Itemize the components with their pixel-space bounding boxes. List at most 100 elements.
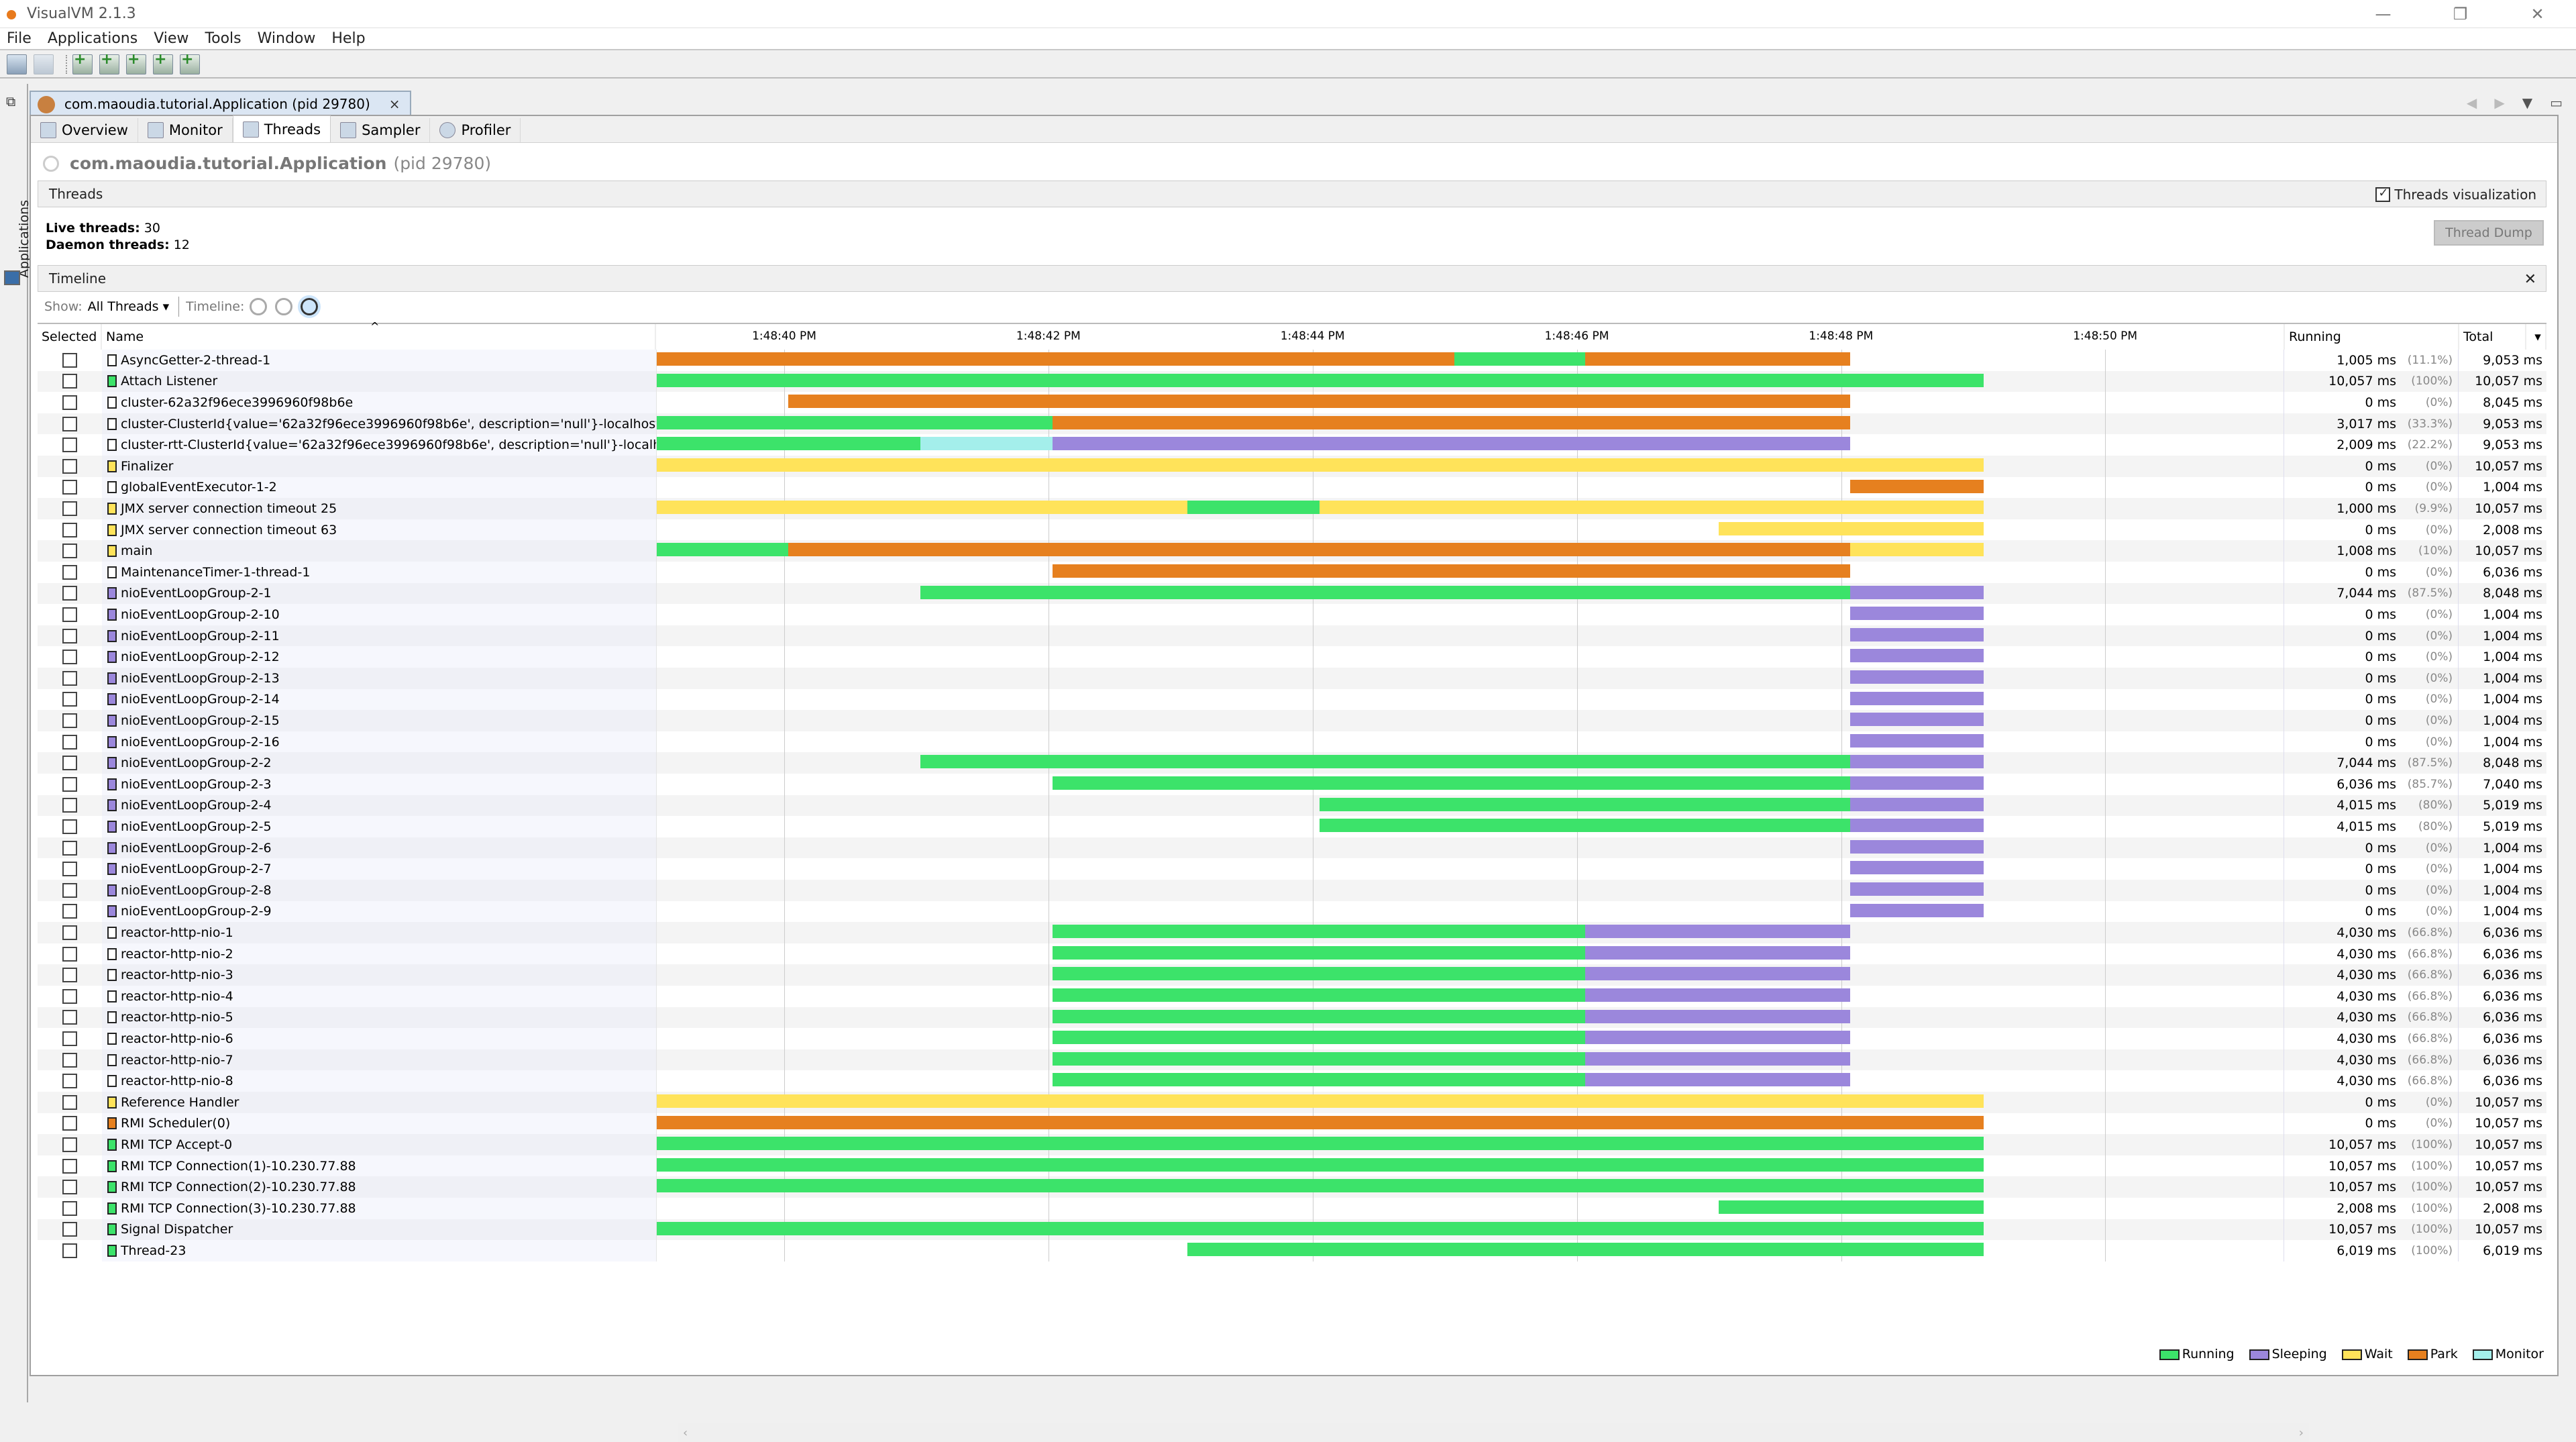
zoom-in-icon[interactable] [250,298,268,315]
menu-tools[interactable]: Tools [205,30,241,47]
select-checkbox[interactable] [62,776,77,792]
col-timeline[interactable]: 1:48:40 PM 1:48:42 PM 1:48:44 PM 1:48:46 PM… [656,324,2285,350]
select-checkbox[interactable] [62,882,77,898]
column-chooser-icon[interactable]: ▾ [2526,324,2546,350]
fit-to-window-icon[interactable] [298,295,321,318]
minimize-button[interactable]: — [2375,5,2392,23]
table-row[interactable]: reactor-http-nio-8 4,030 ms (66.8%) 6,036… [38,1070,2546,1092]
add-heap-dump-icon[interactable] [153,51,173,74]
select-checkbox[interactable] [62,1074,77,1089]
select-checkbox[interactable] [62,819,77,834]
menu-help[interactable]: Help [331,30,366,47]
select-checkbox[interactable] [62,437,77,453]
tab-threads[interactable]: Threads [232,115,331,142]
scroll-right-icon[interactable]: ▶ [2494,95,2505,111]
close-timeline-icon[interactable]: ✕ [2524,270,2536,288]
menu-window[interactable]: Window [257,30,316,47]
restore-button[interactable]: ❐ [2453,5,2468,23]
select-checkbox[interactable] [62,862,77,877]
select-checkbox[interactable] [62,904,77,919]
add-snapshot-icon[interactable] [180,51,200,74]
maximize-icon[interactable]: ▭ [2550,95,2563,111]
table-row[interactable]: RMI TCP Connection(3)-10.230.77.88 2,008… [38,1198,2546,1219]
select-checkbox[interactable] [62,628,77,643]
table-row[interactable]: nioEventLoopGroup-2-15 0 ms (0%) 1,004 ms [38,710,2546,731]
select-checkbox[interactable] [62,586,77,601]
horizontal-scrollbar[interactable]: ‹ › [678,1423,2309,1442]
scroll-left-arrow-icon[interactable]: ‹ [683,1425,688,1440]
table-row[interactable]: reactor-http-nio-5 4,030 ms (66.8%) 6,036… [38,1007,2546,1029]
select-checkbox[interactable] [62,1010,77,1025]
select-checkbox[interactable] [62,692,77,707]
table-row[interactable]: reactor-http-nio-2 4,030 ms (66.8%) 6,036… [38,943,2546,965]
table-row[interactable]: reactor-http-nio-3 4,030 ms (66.8%) 6,036… [38,964,2546,986]
table-row[interactable]: nioEventLoopGroup-2-6 0 ms (0%) 1,004 ms [38,837,2546,859]
close-window-button[interactable]: ✕ [2530,5,2544,23]
select-checkbox[interactable] [62,1031,77,1046]
select-checkbox[interactable] [62,501,77,516]
menu-file[interactable]: File [7,30,32,47]
table-row[interactable]: cluster-ClusterId{value='62a32f96ece3996… [38,413,2546,435]
table-row[interactable]: cluster-rtt-ClusterId{value='62a32f96ece… [38,434,2546,456]
select-checkbox[interactable] [62,522,77,537]
select-checkbox[interactable] [62,1052,77,1068]
table-row[interactable]: nioEventLoopGroup-2-10 0 ms (0%) 1,004 ms [38,604,2546,625]
tab-overview[interactable]: Overview [31,118,138,142]
select-checkbox[interactable] [62,988,77,1004]
zoom-out-icon[interactable] [275,298,293,315]
select-checkbox[interactable] [62,1222,77,1237]
select-checkbox[interactable] [62,946,77,962]
table-row[interactable]: RMI TCP Connection(2)-10.230.77.88 10,05… [38,1176,2546,1198]
table-row[interactable]: cluster-62a32f96ece3996960f98b6e 0 ms (0%… [38,392,2546,413]
table-row[interactable]: AsyncGetter-2-thread-1 1,005 ms (11.1%) 9… [38,350,2546,371]
scroll-right-arrow-icon[interactable]: › [2298,1425,2304,1440]
table-row[interactable]: reactor-http-nio-7 4,030 ms (66.8%) 6,036… [38,1049,2546,1071]
open-icon[interactable] [7,54,27,74]
table-row[interactable]: nioEventLoopGroup-2-11 0 ms (0%) 1,004 ms [38,625,2546,647]
select-checkbox[interactable] [62,1180,77,1195]
tab-profiler[interactable]: Profiler [430,118,521,142]
table-row[interactable]: nioEventLoopGroup-2-5 4,015 ms (80%) 5,01… [38,816,2546,837]
tab-monitor[interactable]: Monitor [138,118,233,142]
select-checkbox[interactable] [62,352,77,368]
select-checkbox[interactable] [62,480,77,495]
col-total[interactable]: Total [2459,324,2526,350]
select-checkbox[interactable] [62,1137,77,1152]
select-checkbox[interactable] [62,713,77,728]
select-checkbox[interactable] [62,756,77,771]
select-checkbox[interactable] [62,1094,77,1110]
select-checkbox[interactable] [62,670,77,686]
restore-window-group-icon[interactable]: ⧉ [6,93,16,109]
select-checkbox[interactable] [62,1116,77,1131]
scroll-left-icon[interactable]: ◀ [2466,95,2477,111]
select-checkbox[interactable] [62,564,77,580]
select-checkbox[interactable] [62,840,77,856]
close-tab-icon[interactable]: × [388,96,400,112]
tab-sampler[interactable]: Sampler [331,118,431,142]
table-row[interactable]: RMI TCP Connection(1)-10.230.77.88 10,05… [38,1155,2546,1177]
select-checkbox[interactable] [62,798,77,813]
select-checkbox[interactable] [62,395,77,410]
table-row[interactable]: Finalizer 0 ms (0%) 10,057 ms [38,456,2546,477]
thread-dump-button[interactable]: Thread Dump [2434,220,2544,246]
select-checkbox[interactable] [62,374,77,389]
table-row[interactable]: RMI TCP Accept-0 10,057 ms (100%) 10,057 … [38,1134,2546,1155]
host-icon[interactable] [4,270,20,285]
col-name[interactable]: Name ^ [102,320,656,350]
add-jmx-connection-icon[interactable] [99,51,119,74]
table-row[interactable]: nioEventLoopGroup-2-14 0 ms (0%) 1,004 ms [38,688,2546,711]
table-row[interactable]: nioEventLoopGroup-2-1 7,044 ms (87.5%) 8,… [38,582,2546,605]
col-running[interactable]: Running [2285,324,2459,350]
select-checkbox[interactable] [62,544,77,559]
table-row[interactable]: nioEventLoopGroup-2-7 0 ms (0%) 1,004 ms [38,858,2546,880]
menu-applications[interactable]: Applications [47,30,138,47]
table-row[interactable]: nioEventLoopGroup-2-9 0 ms (0%) 1,004 ms [38,900,2546,923]
select-checkbox[interactable] [62,458,77,474]
table-row[interactable]: nioEventLoopGroup-2-13 0 ms (0%) 1,004 ms [38,668,2546,689]
select-checkbox[interactable] [62,650,77,665]
table-row[interactable]: RMI Scheduler(0) 0 ms (0%) 10,057 ms [38,1113,2546,1135]
table-row[interactable]: nioEventLoopGroup-2-8 0 ms (0%) 1,004 ms [38,880,2546,901]
select-checkbox[interactable] [62,1243,77,1258]
table-row[interactable]: nioEventLoopGroup-2-12 0 ms (0%) 1,004 ms [38,646,2546,668]
table-row[interactable]: MaintenanceTimer-1-thread-1 0 ms (0%) 6,0… [38,562,2546,583]
